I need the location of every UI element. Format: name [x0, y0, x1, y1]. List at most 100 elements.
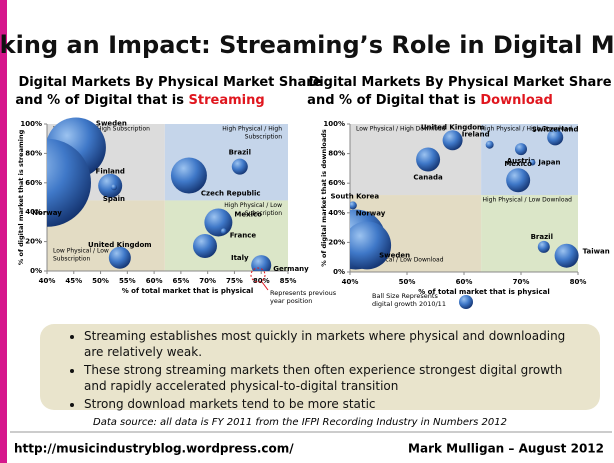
bullet-box: Streaming establishes most quickly in ma… — [40, 324, 600, 412]
bubble-label: Mexico — [504, 160, 532, 168]
quadrant-label: High Physical / Low Download — [483, 197, 573, 204]
bubble — [108, 246, 131, 269]
bubble-label: Norway — [356, 209, 386, 217]
title-line: Digital Markets By Physical Market Share — [18, 75, 321, 90]
x-tick-label: 65% — [173, 277, 190, 285]
bubble — [98, 173, 123, 198]
bubble-label: Taiwan — [583, 248, 610, 256]
bubble-label: Austria — [507, 157, 536, 165]
quadrant-label: Low Physical / High Subscription — [53, 126, 150, 133]
quadrant-label: Subscription — [245, 134, 282, 141]
y-axis-label: % of digital market that is downloads — [320, 129, 328, 267]
bubble — [537, 240, 550, 253]
bullet: Strong download markets tend to be more … — [84, 396, 586, 412]
bubble — [515, 143, 527, 156]
bubble-label: Czech Republic — [201, 189, 261, 197]
quadrant-label: Low Physical / High Download — [356, 126, 446, 133]
x-tick-label: 60% — [146, 277, 163, 285]
y-tick-label: 20% — [328, 238, 345, 246]
bubble-label: Spain — [103, 195, 125, 203]
x-tick-label: 70% — [199, 277, 216, 285]
quadrant-label: Low Physical / Low Download — [356, 257, 444, 264]
y-tick-label: 0% — [333, 268, 345, 276]
bubble-label: South Korea — [331, 192, 380, 200]
annotation: Represents previous year position — [270, 289, 337, 305]
bubble-label: Sweden — [379, 251, 410, 259]
bubble — [231, 158, 248, 175]
x-tick-label: 80% — [570, 278, 587, 286]
chart-title: Digital Markets By Physical Market Share… — [15, 75, 321, 108]
annotation-line: Represents previous — [270, 289, 337, 297]
quadrant-label: Low Physical / Low — [53, 248, 109, 255]
bubble-label: Brazil — [229, 149, 251, 157]
bubble-label: Mexico — [234, 210, 262, 218]
source: Data source: all data is FY 2011 from th… — [93, 417, 507, 428]
bubble — [529, 159, 536, 166]
bubble-label: Ireland — [462, 131, 490, 139]
x-tick-label: 50% — [92, 277, 109, 285]
bubble — [350, 201, 357, 210]
y-tick-label: 20% — [25, 238, 42, 246]
annotation: Ball Size Represents digital growth 2010/… — [372, 292, 446, 308]
title-line: and % of Digital that is — [15, 93, 188, 108]
bubble — [547, 129, 564, 146]
bubble-label: Germany — [273, 265, 309, 273]
title-line: Digital Markets By Physical Market Share — [308, 75, 611, 90]
x-tick-label: 75% — [226, 277, 243, 285]
y-tick-label: 60% — [328, 179, 345, 187]
bubble-label: Italy — [231, 254, 249, 262]
bullets: Streaming establishes most quickly in ma… — [70, 328, 586, 412]
annotation-line: year position — [270, 297, 312, 305]
bubble — [251, 255, 272, 271]
bubble — [170, 157, 207, 194]
title-line: and % of Digital that is — [307, 93, 480, 108]
bubble-label: Finland — [96, 168, 125, 176]
bullet: These strong streaming markets then ofte… — [84, 362, 586, 394]
x-axis-label: % of total market that is physical — [122, 287, 254, 295]
x-tick-label: 40% — [39, 277, 56, 285]
legend-dashed — [250, 267, 266, 283]
y-tick-label: 0% — [30, 267, 42, 275]
quadrant-label: High Physical / High Download — [481, 126, 573, 133]
legend-arrow — [261, 281, 269, 291]
bubble-label: France — [230, 231, 257, 239]
bubble — [416, 147, 441, 172]
x-tick-label: 85% — [280, 277, 297, 285]
annotation-line: Ball Size Represents — [372, 292, 438, 300]
quadrant-label: Subscription — [245, 210, 282, 217]
bubble — [442, 130, 463, 151]
y-tick-label: 40% — [25, 208, 42, 216]
bubble — [192, 234, 217, 259]
bubble-label: Switzerland — [532, 125, 579, 133]
bubble-label: Norway — [32, 209, 62, 217]
bubble-label: Sweden — [96, 120, 127, 128]
title-highlight: Streaming — [189, 93, 265, 108]
bubble — [506, 168, 531, 193]
bubble-label: Brazil — [531, 233, 553, 241]
y-tick-label: 80% — [328, 150, 345, 158]
bubble — [220, 228, 227, 235]
y-tick-label: 100% — [20, 120, 42, 128]
y-tick-label: 40% — [328, 209, 345, 217]
bubble — [350, 221, 392, 270]
quadrant-label: Subscription — [53, 256, 90, 263]
chart-title: Digital Markets By Physical Market Share… — [307, 75, 612, 108]
bubble — [554, 243, 579, 268]
bubble — [485, 140, 494, 149]
bubble — [204, 208, 233, 237]
x-tick-label: 70% — [513, 278, 530, 286]
bubble — [110, 184, 117, 191]
y-axis-label: % of digital market that is streaming — [17, 129, 25, 265]
title-highlight: Download — [480, 93, 552, 108]
annotation-line: digital growth 2010/11 — [372, 300, 446, 308]
footer-left: http://musicindustryblog.wordpress.com/ — [14, 442, 294, 456]
y-tick-label: 80% — [25, 149, 42, 157]
x-tick-label: 55% — [119, 277, 136, 285]
x-tick-label: 45% — [65, 277, 82, 285]
y-tick-label: 60% — [25, 179, 42, 187]
y-tick-label: 100% — [323, 120, 345, 128]
x-tick-label: 60% — [456, 278, 473, 286]
bubble — [47, 138, 91, 227]
bubble-label: Japan — [537, 158, 560, 166]
